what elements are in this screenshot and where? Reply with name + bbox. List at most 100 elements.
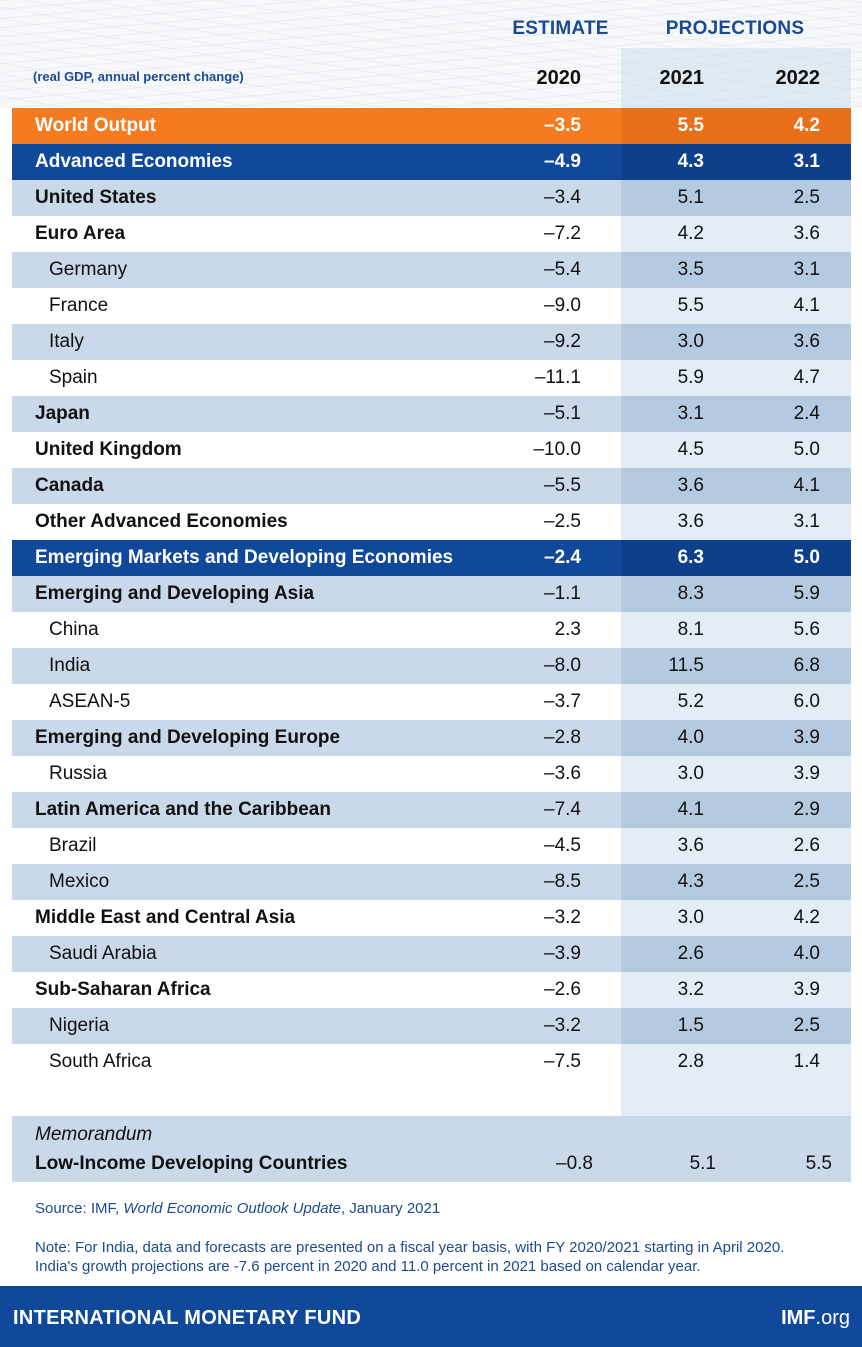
row-label: Saudi Arabia: [49, 943, 157, 964]
value-2020: –5.5: [544, 475, 581, 496]
source-suffix: , January 2021: [340, 1200, 441, 1217]
table-row: India –8.0 11.5 6.8: [12, 648, 851, 684]
row-label: Russia: [49, 763, 108, 784]
value-2021: 5.1: [689, 1153, 716, 1174]
row-label: Emerging and Developing Asia: [35, 583, 315, 604]
organization-name: INTERNATIONAL MONETARY FUND: [13, 1307, 362, 1329]
table-row-emerging-markets: Emerging Markets and Developing Economie…: [12, 540, 851, 576]
value-2020: –7.5: [544, 1051, 581, 1072]
projection-cell-shade: [621, 576, 851, 612]
value-2021: 3.1: [677, 403, 704, 424]
value-2020: –4.9: [544, 151, 581, 172]
table-row: Middle East and Central Asia –3.2 3.0 4.…: [12, 900, 851, 936]
value-2020: –11.1: [534, 367, 581, 388]
row-label: Canada: [35, 475, 104, 496]
value-2022: 3.6: [793, 331, 820, 352]
projection-cell-shade: [621, 936, 851, 972]
memorandum-title: Memorandum: [35, 1124, 153, 1145]
value-2021: 3.6: [677, 511, 704, 532]
value-2022: 3.6: [793, 223, 820, 244]
row-label: Other Advanced Economies: [35, 511, 288, 532]
value-2020: –2.5: [544, 511, 581, 532]
value-2021: 8.1: [677, 619, 704, 640]
table-row: Nigeria –3.2 1.5 2.5: [12, 1008, 851, 1044]
projection-cell-shade: [621, 864, 851, 900]
projection-cell-shade: [621, 468, 851, 504]
estimate-heading: ESTIMATE: [512, 18, 609, 39]
value-2021: 5.9: [677, 367, 704, 388]
table-row: United States –3.4 5.1 2.5: [12, 180, 851, 216]
projection-cell-shade: [621, 252, 851, 288]
value-2022: 2.5: [793, 187, 820, 208]
value-2022: 2.5: [793, 1015, 820, 1036]
value-2022: 3.1: [793, 511, 820, 532]
value-2022: 2.9: [793, 799, 820, 820]
value-2022: 3.9: [793, 979, 820, 1000]
projection-cell-shade: [621, 720, 851, 756]
table-row-advanced-economies: Advanced Economies –4.9 4.3 3.1: [12, 144, 851, 180]
value-2022: 1.4: [793, 1051, 820, 1072]
value-2021: 6.3: [677, 547, 704, 568]
value-2020: –8.0: [544, 655, 581, 676]
website-bold: IMF: [781, 1307, 816, 1329]
value-2020: –9.0: [544, 295, 581, 316]
table-row: ASEAN-5 –3.7 5.2 6.0: [12, 684, 851, 720]
value-2020: –4.5: [544, 835, 581, 856]
projection-cell-shade: [621, 540, 851, 576]
value-2020: –3.2: [544, 1015, 581, 1036]
website-link[interactable]: IMF.org: [781, 1307, 850, 1330]
value-2021: 4.3: [677, 151, 704, 172]
source-note: Source: IMF, World Economic Outlook Upda…: [35, 1200, 440, 1217]
row-label: Low-Income Developing Countries: [35, 1153, 348, 1174]
table-row: Italy –9.2 3.0 3.6: [12, 324, 851, 360]
row-label: Emerging Markets and Developing Economie…: [35, 547, 454, 568]
value-2022: 4.2: [793, 115, 820, 136]
value-2021: 2.6: [677, 943, 704, 964]
footer-bar: INTERNATIONAL MONETARY FUND IMF.org: [0, 1286, 862, 1347]
value-2021: 3.6: [677, 835, 704, 856]
value-2021: 11.5: [668, 655, 704, 676]
row-label: Middle East and Central Asia: [35, 907, 296, 928]
value-2021: 1.5: [677, 1015, 704, 1036]
table-row: Canada –5.5 3.6 4.1: [12, 468, 851, 504]
value-2022: 3.9: [793, 763, 820, 784]
value-2020: –2.4: [544, 547, 581, 568]
value-2021: 2.8: [677, 1051, 704, 1072]
table-row: China 2.3 8.1 5.6: [12, 612, 851, 648]
value-2022: 5.6: [793, 619, 820, 640]
value-2021: 5.5: [677, 115, 704, 136]
row-label: United States: [35, 187, 157, 208]
footnote: Note: For India, data and forecasts are …: [35, 1238, 845, 1276]
table-row: Emerging and Developing Asia –1.1 8.3 5.…: [12, 576, 851, 612]
table-row: Brazil –4.5 3.6 2.6: [12, 828, 851, 864]
value-2020: –2.6: [544, 979, 581, 1000]
value-2020: –3.7: [544, 691, 581, 712]
value-2022: 2.5: [793, 871, 820, 892]
table-row: Mexico –8.5 4.3 2.5: [12, 864, 851, 900]
row-label: Nigeria: [49, 1015, 110, 1036]
value-2022: 5.5: [805, 1153, 832, 1174]
table-row-world-output: World Output –3.5 5.5 4.2: [12, 108, 851, 144]
footnote-line: India's growth projections are -7.6 perc…: [35, 1258, 701, 1275]
value-2021: 3.2: [677, 979, 704, 1000]
row-label: Japan: [35, 403, 90, 424]
row-label: United Kingdom: [35, 439, 182, 460]
value-2021: 4.3: [677, 871, 704, 892]
projection-cell-shade: [621, 648, 851, 684]
row-label: Germany: [49, 259, 128, 280]
value-2021: 3.0: [677, 907, 704, 928]
row-label: Mexico: [49, 871, 110, 892]
value-2021: 3.5: [677, 259, 704, 280]
value-2020: –5.4: [544, 259, 581, 280]
row-label: Spain: [49, 367, 98, 388]
projection-cell-shade: [621, 108, 851, 144]
value-2022: 3.9: [793, 727, 820, 748]
value-2022: 2.4: [793, 403, 820, 424]
value-2022: 4.0: [793, 943, 820, 964]
value-2020: –10.0: [533, 439, 581, 460]
year-2022-heading: 2022: [775, 67, 821, 89]
value-2020: –3.6: [544, 763, 581, 784]
value-2020: –7.2: [544, 223, 581, 244]
row-label: France: [49, 295, 109, 316]
memorandum-row: Memorandum Low-Income Developing Countri…: [12, 1116, 851, 1182]
